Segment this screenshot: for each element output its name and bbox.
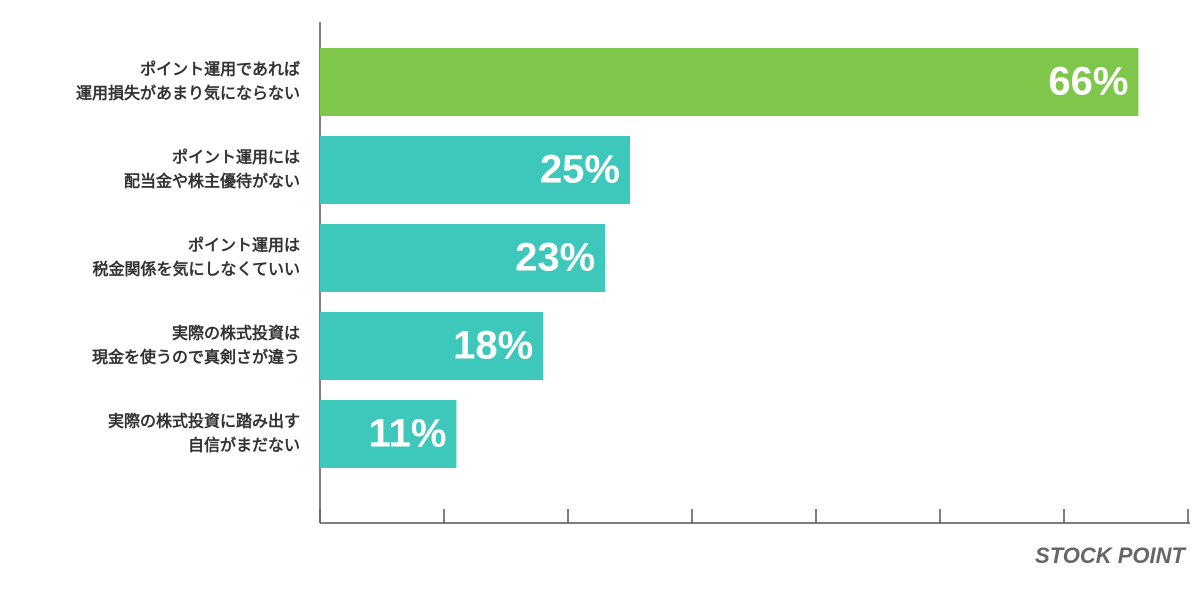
category-label: ポイント運用には <box>172 148 300 167</box>
category-label: 自信がまだない <box>188 436 300 455</box>
bar <box>320 136 630 204</box>
category-label: 配当金や株主優待がない <box>124 172 300 191</box>
category-label: 現金を使うので真剣さが違う <box>92 348 300 367</box>
value-label: 25% <box>540 148 620 192</box>
category-label: 実際の株式投資に踏み出す <box>108 412 300 431</box>
bar <box>320 312 544 380</box>
bar <box>320 224 606 292</box>
bar <box>320 400 457 468</box>
bar <box>320 48 1139 116</box>
category-label: 運用損失があまり気にならない <box>76 84 300 103</box>
value-label: 18% <box>453 324 533 368</box>
category-label: 税金関係を気にしなくていい <box>92 260 300 279</box>
category-label: ポイント運用であれば <box>140 60 300 79</box>
category-label: 実際の株式投資は <box>172 324 300 343</box>
value-label: 11% <box>369 412 447 456</box>
value-label: 66% <box>1048 60 1128 104</box>
category-label: ポイント運用は <box>188 236 300 255</box>
value-label: 23% <box>515 236 595 280</box>
watermark: STOCK POINT <box>1035 543 1187 568</box>
